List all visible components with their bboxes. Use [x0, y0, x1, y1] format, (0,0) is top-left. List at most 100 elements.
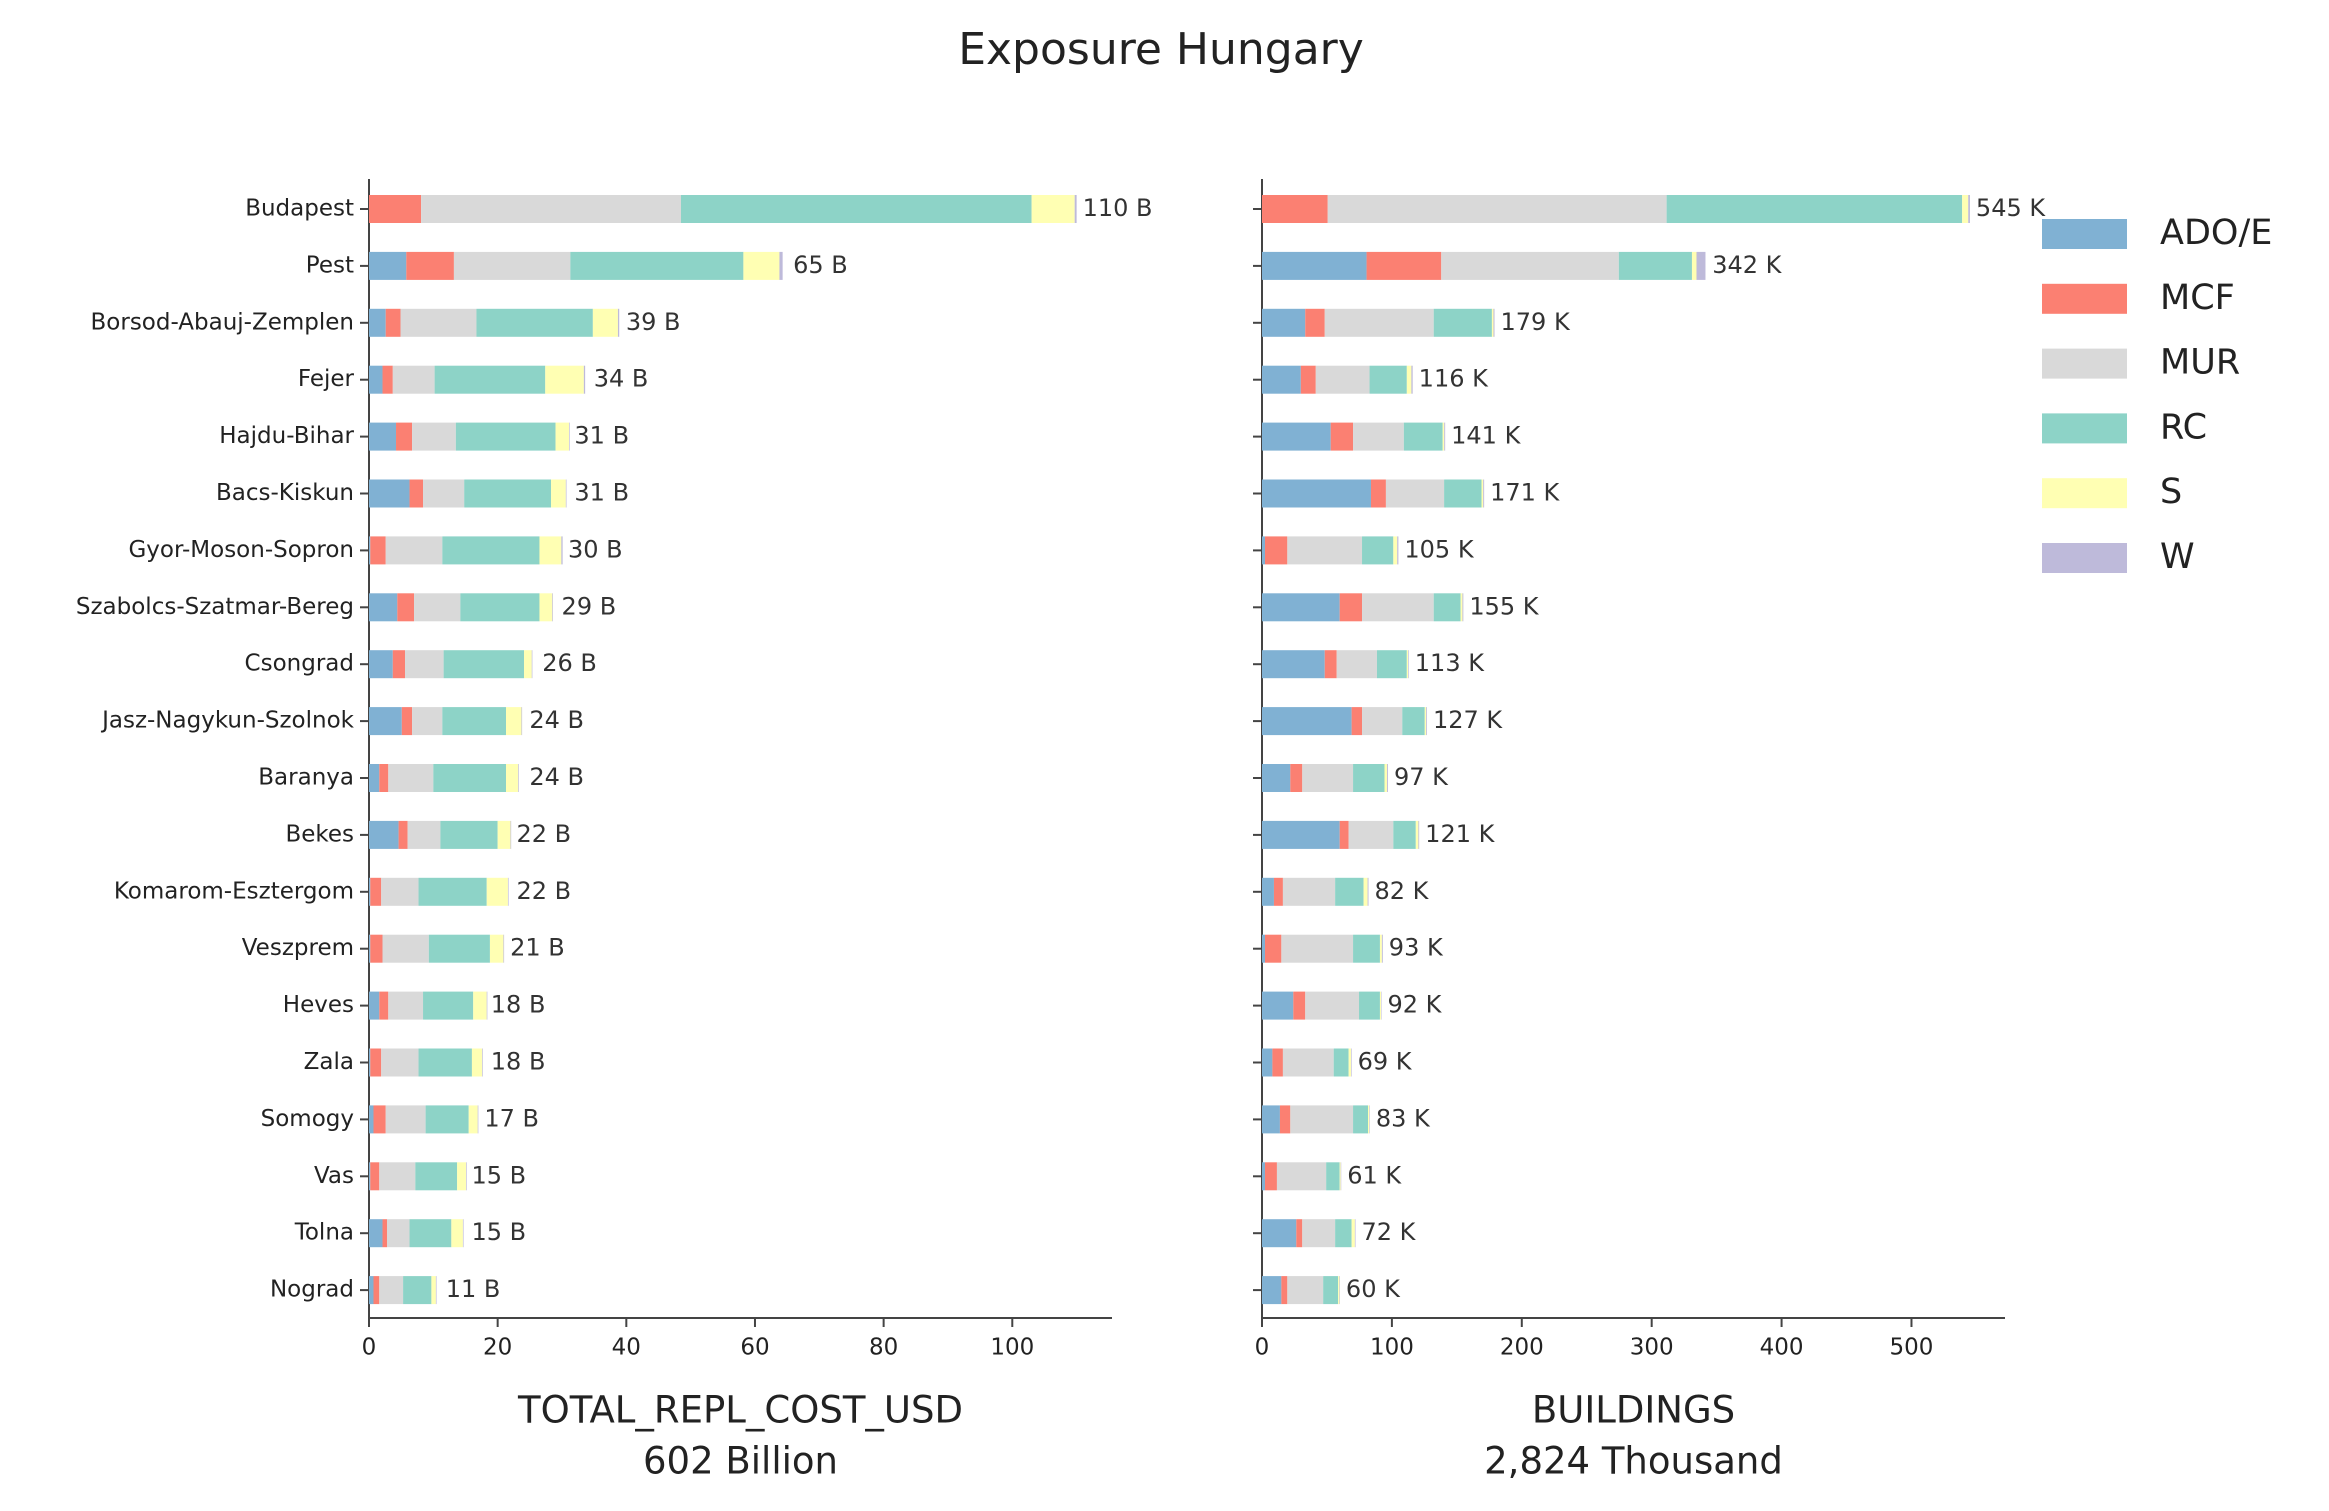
bar-segment: [1262, 1048, 1273, 1077]
x-tick-label: 60: [740, 1335, 769, 1361]
y-tick-label: Borsod-Abauj-Zemplen: [91, 309, 354, 335]
bar-segment: [551, 479, 566, 508]
bar-segment: [1353, 422, 1404, 451]
bar-segment: [1351, 1219, 1355, 1248]
legend-label: MCF: [2160, 278, 2235, 318]
bar-segment: [370, 1048, 382, 1077]
bar-segment: [1379, 991, 1381, 1020]
bar-segment: [1379, 934, 1382, 963]
bar-segment: [1370, 479, 1386, 508]
x-tick-label: 300: [1630, 1335, 1674, 1361]
x-axis-label: BUILDINGS: [1532, 1389, 1735, 1432]
bar-segment: [1262, 934, 1265, 963]
y-tick-label: Gyor-Moson-Sopron: [128, 537, 354, 563]
y-tick-label: Szabolcs-Szatmar-Bereg: [76, 594, 354, 620]
value-label: 61 K: [1347, 1161, 1402, 1189]
bar-segment: [1264, 1162, 1277, 1191]
bar-segment: [381, 877, 419, 906]
bar-segment: [369, 308, 386, 337]
bar-segment: [1350, 1048, 1352, 1077]
value-label: 93 K: [1389, 934, 1444, 962]
bar-segment: [482, 1048, 483, 1077]
bar-segment: [1483, 479, 1485, 508]
bar-segment: [592, 308, 618, 337]
bar-segment: [1387, 764, 1388, 792]
bar-segment: [401, 707, 413, 736]
bar-segment: [398, 820, 408, 849]
value-label: 30 B: [568, 535, 623, 563]
bar-segment: [1335, 1219, 1352, 1248]
bar-segment: [1691, 251, 1697, 280]
bar-segment: [1262, 764, 1291, 792]
bar-segment: [1433, 308, 1492, 337]
bar-segment: [539, 536, 562, 565]
bar-segment: [1339, 820, 1349, 849]
bar-segment: [1281, 1276, 1288, 1305]
legend-swatch: [2042, 413, 2127, 444]
bar-segment: [1340, 1162, 1342, 1191]
value-label: 21 B: [510, 934, 565, 962]
bar-segment: [379, 991, 389, 1020]
bar-segment: [1264, 536, 1288, 565]
bar-segment: [1426, 707, 1427, 736]
y-tick-label: Hajdu-Bihar: [219, 423, 354, 449]
bar-segment: [1281, 934, 1354, 963]
bar-segment: [1411, 365, 1413, 394]
bar-segment: [1418, 820, 1420, 849]
bar-segment: [1351, 707, 1363, 736]
bar-segment: [382, 934, 429, 963]
bar-segment: [1290, 1105, 1354, 1134]
bar-segment: [539, 593, 553, 622]
value-label: 34 B: [594, 365, 649, 393]
value-label: 116 K: [1419, 365, 1489, 393]
bar-segment: [1262, 536, 1265, 565]
bar-segment: [1333, 1048, 1349, 1077]
bar-segment: [466, 1162, 467, 1191]
bar-segment: [370, 877, 382, 906]
y-tick-label: Bacs-Kiskun: [216, 480, 354, 506]
bar-segment: [1276, 1162, 1327, 1191]
bar-segment: [1324, 308, 1434, 337]
bar-segment: [406, 251, 454, 280]
bar-segment: [1402, 707, 1425, 736]
bar-segment: [1262, 593, 1340, 622]
bar-segment: [1348, 820, 1394, 849]
bar-segment: [1335, 877, 1364, 906]
bar-segment: [1262, 1162, 1265, 1191]
value-label: 113 K: [1415, 649, 1485, 677]
x-tick-label: 20: [483, 1335, 512, 1361]
bar-segment: [407, 820, 441, 849]
bar-segment: [489, 934, 504, 963]
bar-segment: [1353, 934, 1380, 963]
bar-segment: [1262, 365, 1301, 394]
bar-segment: [369, 1048, 371, 1077]
bar-segment: [1287, 536, 1363, 565]
bar-segment: [433, 764, 507, 792]
x-tick-label: 0: [362, 1335, 377, 1361]
bar-segment: [1481, 479, 1484, 508]
x-axis-label: TOTAL_REPL_COST_USD: [517, 1389, 963, 1432]
bar-segment: [369, 1219, 383, 1248]
bar-segment: [1262, 195, 1328, 223]
bar-segment: [369, 479, 410, 508]
bar-segment: [1385, 479, 1445, 508]
bar-segment: [1262, 1219, 1297, 1248]
bar-segment: [409, 1219, 452, 1248]
bar-segment: [462, 1219, 464, 1248]
bar-segment: [442, 707, 507, 736]
bar-segment: [1442, 422, 1445, 451]
y-tick-label: Veszprem: [242, 935, 354, 961]
bar-segment: [369, 536, 371, 565]
bar-segment: [1348, 1048, 1351, 1077]
bar-segment: [1666, 195, 1963, 223]
bar-segment: [1381, 934, 1383, 963]
value-label: 127 K: [1433, 706, 1503, 734]
value-label: 22 B: [517, 820, 572, 848]
y-tick-label: Fejer: [298, 366, 355, 392]
bar-segment: [680, 195, 1032, 223]
value-label: 179 K: [1501, 308, 1571, 336]
bar-segment: [552, 593, 553, 622]
value-label: 65 B: [793, 251, 848, 279]
bar-segment: [1279, 1105, 1291, 1134]
bar-segment: [423, 991, 474, 1020]
